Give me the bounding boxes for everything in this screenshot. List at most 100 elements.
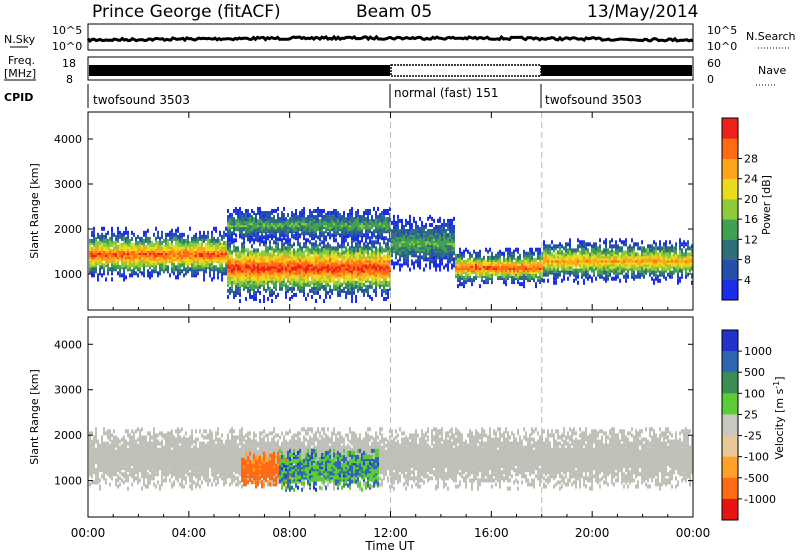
echo-cell	[275, 256, 277, 261]
echo-cell	[257, 260, 259, 265]
echo-cell	[555, 262, 557, 267]
echo-cell	[411, 239, 413, 244]
echo-cell	[345, 260, 347, 265]
echo-cell	[111, 249, 113, 254]
echo-cell	[569, 264, 571, 269]
echo-cell	[261, 211, 263, 216]
echo-cell	[331, 288, 333, 293]
echo-cell	[279, 233, 281, 238]
echo-cell	[501, 267, 503, 272]
echo-cell	[447, 241, 449, 246]
echo-cell	[159, 240, 161, 245]
echo-cell	[277, 260, 279, 265]
echo-cell	[257, 238, 259, 243]
echo-cell	[277, 270, 279, 275]
echo-cell	[183, 263, 185, 268]
echo-cell	[417, 263, 419, 268]
echo-cell	[309, 254, 311, 259]
echo-cell	[349, 209, 351, 213]
echo-cell	[325, 280, 327, 285]
echo-cell	[159, 236, 161, 241]
echo-cell	[117, 226, 119, 231]
echo-cell	[311, 248, 313, 253]
echo-cell	[337, 242, 339, 247]
echo-cell	[139, 267, 141, 272]
echo-cell	[287, 225, 289, 230]
echo-cell	[237, 227, 239, 232]
echo-cell	[209, 240, 211, 245]
echo-cell	[277, 227, 279, 232]
echo-cell	[341, 248, 343, 253]
echo-cell	[289, 246, 291, 251]
echo-cell	[327, 244, 329, 249]
echo-cell	[437, 263, 439, 268]
echo-cell	[439, 251, 441, 256]
echo-cell	[341, 252, 343, 257]
echo-cell	[497, 269, 499, 274]
echo-cell	[155, 261, 157, 266]
echo-cell	[297, 266, 299, 271]
echo-cell	[365, 288, 367, 293]
echo-cell	[227, 248, 229, 253]
echo-cell	[215, 259, 217, 264]
echo-cell	[165, 234, 167, 239]
echo-cell	[565, 264, 567, 269]
echo-cell	[241, 244, 243, 249]
nsky-label: N.Sky	[4, 33, 36, 46]
echo-cell	[505, 267, 507, 272]
echo-cell	[351, 264, 353, 269]
echo-cell	[321, 256, 323, 261]
echo-cell	[231, 213, 233, 218]
echo-cell	[291, 250, 293, 255]
echo-cell	[119, 247, 121, 252]
echo-cell	[337, 221, 339, 226]
echo-cell	[289, 260, 291, 265]
echo-cell	[407, 263, 409, 268]
echo-cell	[375, 235, 377, 240]
echo-cell	[343, 219, 345, 224]
echo-cell	[127, 255, 129, 260]
echo-cell	[431, 231, 433, 236]
echo-cell	[473, 267, 475, 272]
echo-cell	[257, 280, 259, 285]
echo-cell	[285, 252, 287, 257]
echo-cell	[419, 227, 421, 231]
echo-cell	[285, 286, 287, 291]
echo-cell	[347, 254, 349, 259]
echo-cell	[409, 231, 411, 236]
echo-cell	[495, 259, 497, 264]
echo-cell	[389, 238, 391, 243]
echo-cell	[235, 290, 237, 295]
echo-cell	[431, 239, 433, 244]
echo-cell	[367, 227, 369, 232]
echo-cell	[249, 288, 251, 293]
echo-cell	[171, 251, 173, 256]
echo-cell	[379, 284, 381, 289]
echo-cell	[423, 239, 425, 244]
echo-cell	[323, 235, 325, 240]
echo-cell	[407, 239, 409, 244]
echo-cell	[441, 233, 443, 238]
echo-cell	[103, 226, 105, 231]
echo-cell	[209, 271, 211, 276]
echo-cell	[451, 222, 453, 227]
echo-cell	[413, 216, 415, 221]
echo-cell	[329, 223, 331, 228]
echo-cell	[293, 286, 295, 291]
echo-cell	[547, 254, 549, 259]
echo-cell	[381, 219, 383, 224]
echo-cell	[317, 211, 319, 216]
echo-cell	[229, 221, 231, 226]
echo-cell	[239, 272, 241, 277]
echo-cell	[363, 248, 365, 253]
echo-cell	[435, 233, 437, 238]
echo-cell	[255, 233, 257, 238]
echo-cell	[329, 264, 331, 269]
echo-cell	[429, 241, 431, 246]
echo-cell	[293, 280, 295, 285]
echo-cell	[337, 264, 339, 269]
echo-cell	[115, 236, 117, 241]
echo-cell	[215, 255, 217, 260]
echo-cell	[203, 257, 205, 262]
echo-cell	[253, 284, 255, 289]
